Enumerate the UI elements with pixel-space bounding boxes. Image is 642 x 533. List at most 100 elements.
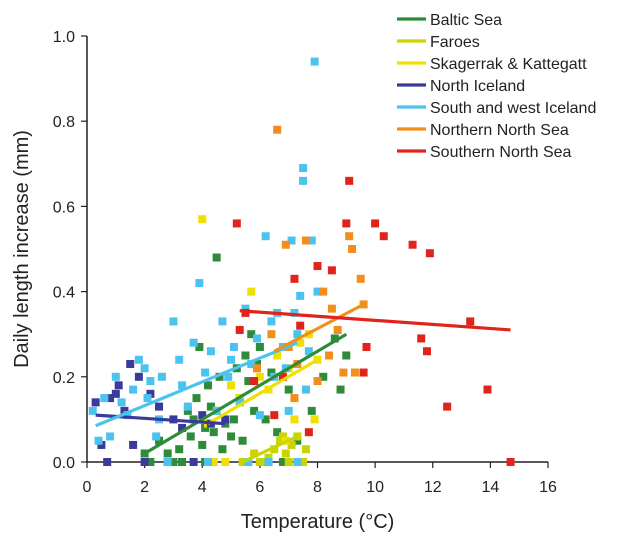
skagerrak-kattegatt-point bbox=[247, 287, 256, 296]
faroes-point bbox=[299, 458, 308, 466]
south-and-west-iceland-point bbox=[247, 360, 256, 369]
southern-north-sea-point bbox=[278, 372, 287, 381]
legend-label-north-iceland: North Iceland bbox=[430, 78, 525, 95]
baltic-sea-point bbox=[336, 385, 345, 394]
southern-north-sea-point bbox=[443, 402, 452, 411]
faroes-point bbox=[278, 432, 287, 441]
south-and-west-iceland-point bbox=[296, 291, 305, 300]
faroes-point bbox=[301, 445, 310, 454]
faroes-point bbox=[287, 440, 296, 449]
baltic-sea-point bbox=[284, 385, 293, 394]
northern-north-sea-point bbox=[325, 351, 334, 360]
south-and-west-iceland-point bbox=[178, 381, 187, 390]
baltic-sea-point bbox=[273, 428, 282, 437]
south-and-west-iceland-point bbox=[284, 406, 293, 415]
northern-north-sea-point bbox=[350, 368, 359, 377]
baltic-sea-point bbox=[218, 445, 227, 454]
baltic-sea-point bbox=[293, 436, 302, 445]
x-tick-label: 6 bbox=[255, 479, 264, 496]
south-and-west-iceland-point bbox=[94, 436, 103, 445]
southern-north-sea-trend-line bbox=[239, 309, 511, 332]
north-iceland-point bbox=[111, 389, 120, 398]
baltic-sea-point bbox=[212, 253, 221, 262]
southern-north-sea-point bbox=[379, 232, 388, 241]
baltic-sea-point bbox=[252, 360, 261, 369]
skagerrak-kattegatt-point bbox=[227, 381, 236, 390]
skagerrak-kattegatt-point bbox=[290, 415, 299, 424]
baltic-sea-point bbox=[342, 351, 351, 360]
south-and-west-iceland-point bbox=[123, 411, 132, 420]
baltic-sea-point bbox=[244, 377, 253, 386]
baltic-sea-point bbox=[163, 449, 172, 458]
x-tick-label: 10 bbox=[366, 479, 384, 496]
south-and-west-iceland-point bbox=[201, 368, 210, 377]
skagerrak-kattegatt-trend-line bbox=[207, 358, 319, 426]
north-iceland-point bbox=[129, 440, 138, 449]
baltic-sea-point bbox=[215, 372, 224, 381]
northern-north-sea-point bbox=[339, 368, 348, 377]
skagerrak-kattegatt-point bbox=[310, 415, 319, 424]
south-and-west-iceland-point bbox=[293, 458, 302, 466]
baltic-sea-point bbox=[175, 445, 184, 454]
south-and-west-iceland-point bbox=[157, 372, 166, 381]
baltic-sea-point bbox=[238, 436, 247, 445]
faroes-point bbox=[264, 453, 273, 462]
legend-label-baltic-sea: Baltic Sea bbox=[430, 12, 502, 29]
north-iceland-point bbox=[120, 406, 129, 415]
x-tick-label: 2 bbox=[140, 479, 149, 496]
y-axis-label: Daily length increase (mm) bbox=[11, 130, 33, 368]
baltic-sea-point bbox=[247, 330, 256, 339]
south-and-west-iceland-point bbox=[204, 458, 213, 466]
legend-label-skagerrak-kattegatt: Skagerrak & Kattegatt bbox=[430, 56, 587, 73]
baltic-sea-point bbox=[178, 458, 187, 466]
south-and-west-iceland-point bbox=[307, 236, 316, 245]
south-and-west-iceland-point bbox=[140, 364, 149, 373]
x-tick-label: 8 bbox=[313, 479, 322, 496]
faroes-point bbox=[255, 458, 264, 466]
south-and-west-iceland-point bbox=[163, 458, 172, 466]
south-and-west-iceland-point bbox=[310, 57, 319, 66]
south-and-west-iceland-point bbox=[189, 338, 198, 347]
south-and-west-iceland-point bbox=[229, 342, 238, 351]
northern-north-sea-point bbox=[348, 245, 357, 253]
y-tick-label: 1.0 bbox=[53, 29, 75, 46]
north-iceland-point bbox=[155, 402, 164, 411]
baltic-sea-point bbox=[195, 342, 204, 351]
x-tick-label: 0 bbox=[83, 479, 92, 496]
south-and-west-iceland-point bbox=[290, 308, 299, 317]
northern-north-sea-point bbox=[319, 287, 328, 296]
south-and-west-iceland-point bbox=[287, 236, 296, 245]
south-and-west-iceland-point bbox=[143, 394, 152, 403]
southern-north-sea-point bbox=[466, 317, 475, 326]
south-and-west-iceland-point bbox=[106, 432, 115, 441]
x-axis-label: Temperature (°C) bbox=[241, 511, 395, 533]
y-tick-label: 0.8 bbox=[53, 114, 75, 131]
southern-north-sea-point bbox=[296, 321, 305, 330]
northern-north-sea-point bbox=[356, 274, 365, 283]
south-and-west-iceland-point bbox=[224, 372, 233, 381]
south-and-west-iceland-point bbox=[261, 232, 270, 241]
south-and-west-iceland-point bbox=[146, 377, 155, 386]
baltic-sea-point bbox=[227, 432, 236, 441]
northern-north-sea-point bbox=[313, 377, 322, 386]
baltic-sea-point bbox=[206, 402, 215, 411]
baltic-sea-point bbox=[319, 372, 328, 381]
legend-label-northern-north-sea: Northern North Sea bbox=[430, 122, 569, 139]
baltic-sea-point bbox=[183, 406, 192, 415]
baltic-sea-point bbox=[198, 440, 207, 449]
southern-north-sea-point bbox=[483, 385, 492, 394]
southern-north-sea-point bbox=[327, 266, 336, 275]
southern-north-sea-point bbox=[408, 240, 417, 249]
southern-north-sea-point bbox=[241, 308, 250, 317]
northern-north-sea-point bbox=[345, 232, 354, 241]
north-iceland-point bbox=[221, 415, 230, 424]
northern-north-sea-point bbox=[327, 304, 336, 313]
x-tick-label: 12 bbox=[424, 479, 442, 496]
southern-north-sea-point bbox=[235, 325, 244, 334]
legend-label-faroes: Faroes bbox=[430, 34, 480, 51]
baltic-sea-point bbox=[204, 381, 213, 390]
south-and-west-iceland-point bbox=[313, 287, 322, 296]
north-iceland-point bbox=[91, 398, 100, 407]
y-tick-label: 0.6 bbox=[53, 199, 75, 216]
